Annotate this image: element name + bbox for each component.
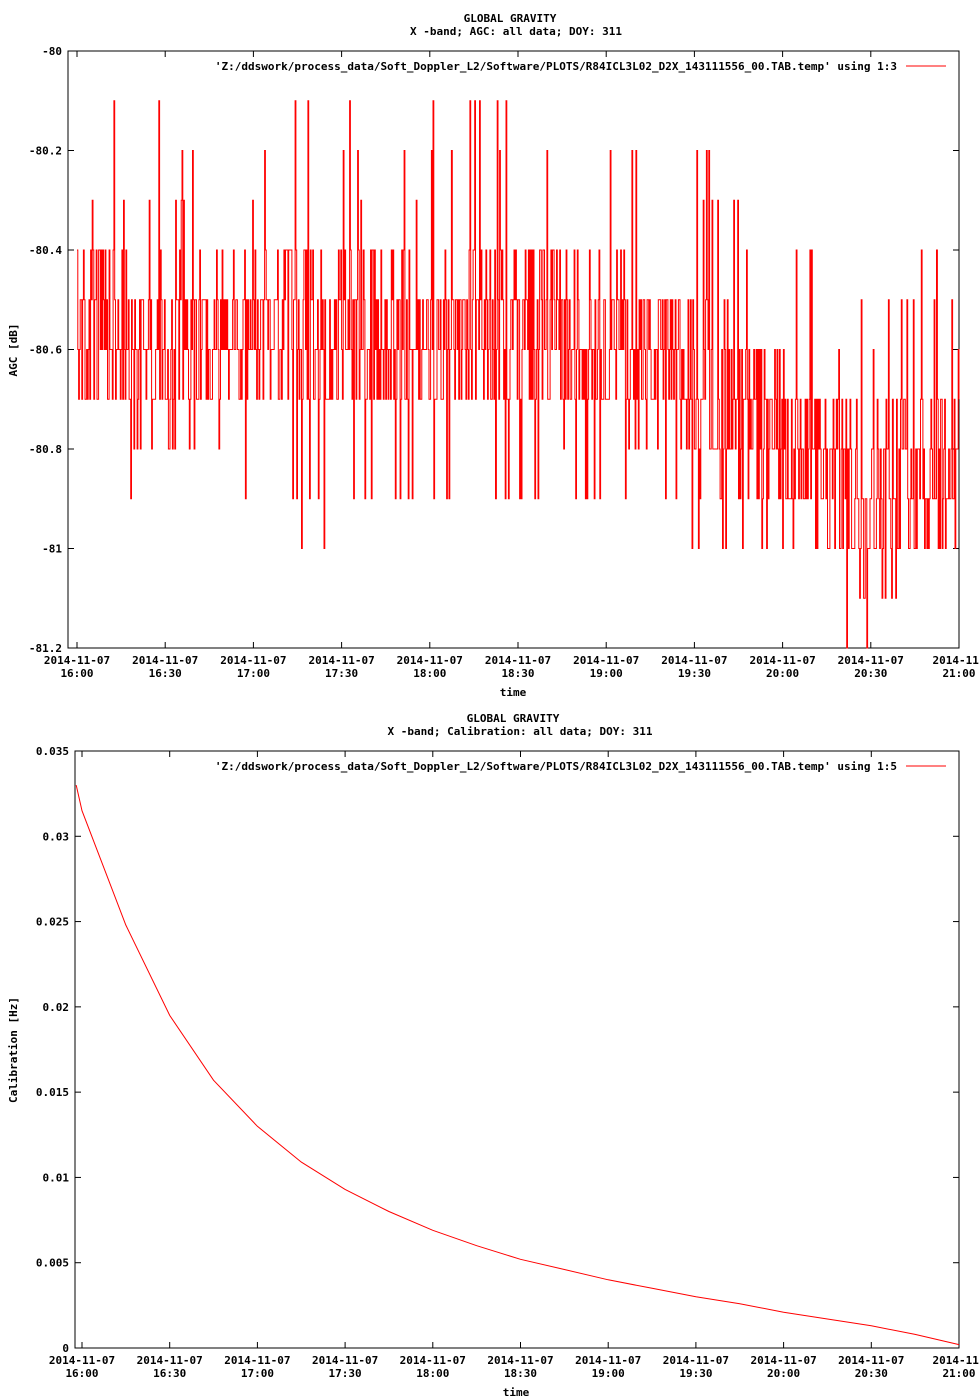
agc-chart: GLOBAL GRAVITY X -band; AGC: all data; D…	[7, 12, 980, 699]
x-tick-date-label: 2014-11-07	[44, 654, 110, 667]
x-tick-date-label: 2014-11-07	[573, 654, 639, 667]
y-tick-label: 0.025	[36, 916, 69, 929]
agc-x-ticks: 2014-11-0716:002014-11-0716:302014-11-07…	[44, 51, 980, 680]
x-tick-date-label: 2014-11-07	[750, 1354, 816, 1367]
y-tick-label: 0.035	[36, 745, 69, 758]
agc-chart-subtitle: X -band; AGC: all data; DOY: 311	[410, 25, 622, 38]
calibration-y-axis-label: Calibration [Hz]	[7, 997, 20, 1103]
agc-y-axis-label: AGC [dB]	[7, 324, 20, 377]
y-tick-label: -81.2	[29, 642, 62, 655]
x-tick-date-label: 2014-11-07	[308, 654, 374, 667]
x-tick-date-label: 2014-11-07	[397, 654, 463, 667]
x-tick-date-label: 2014-11-07	[663, 1354, 729, 1367]
x-tick-time-label: 17:30	[325, 667, 358, 680]
calibration-legend-label: 'Z:/ddswork/process_data/Soft_Doppler_L2…	[215, 760, 897, 773]
calibration-x-ticks: 2014-11-0716:002014-11-0716:302014-11-07…	[49, 751, 980, 1380]
x-tick-time-label: 18:00	[413, 667, 446, 680]
x-tick-time-label: 19:00	[592, 1367, 625, 1380]
y-tick-label: 0.02	[43, 1001, 70, 1014]
x-tick-date-label: 2014-11-07	[838, 654, 904, 667]
agc-chart-title: GLOBAL GRAVITY	[464, 12, 557, 25]
x-tick-date-label: 2014-11-	[933, 654, 980, 667]
x-tick-time-label: 19:30	[679, 1367, 712, 1380]
x-tick-time-label: 19:00	[590, 667, 623, 680]
x-tick-time-label: 16:00	[60, 667, 93, 680]
x-tick-time-label: 18:30	[504, 1367, 537, 1380]
x-tick-time-label: 18:00	[416, 1367, 449, 1380]
agc-series-line	[77, 100, 960, 649]
x-tick-date-label: 2014-11-07	[400, 1354, 466, 1367]
x-tick-date-label: 2014-11-07	[749, 654, 815, 667]
x-tick-date-label: 2014-11-07	[485, 654, 551, 667]
y-tick-label: -80.6	[29, 344, 62, 357]
x-tick-date-label: 2014-11-07	[838, 1354, 904, 1367]
x-tick-time-label: 19:30	[678, 667, 711, 680]
x-tick-time-label: 20:00	[767, 1367, 800, 1380]
x-tick-date-label: 2014-11-07	[575, 1354, 641, 1367]
calibration-y-ticks: 0.035 0.03 0.025 0.02 0.015 0.01 0.005 0	[36, 745, 959, 1355]
x-tick-time-label: 17:30	[329, 1367, 362, 1380]
y-tick-label: 0.005	[36, 1257, 69, 1270]
x-tick-date-label: 2014-11-07	[220, 654, 286, 667]
x-tick-time-label: 16:30	[153, 1367, 186, 1380]
x-tick-time-label: 21:00	[942, 1367, 975, 1380]
y-tick-label: -80.8	[29, 443, 62, 456]
calibration-chart-subtitle: X -band; Calibration: all data; DOY: 311	[388, 725, 653, 738]
x-tick-time-label: 16:00	[65, 1367, 98, 1380]
calibration-chart: GLOBAL GRAVITY X -band; Calibration: all…	[7, 712, 980, 1399]
agc-y-ticks: -80 -80.2 -80.4 -80.6 -80.8 -81 -81.2	[29, 45, 959, 655]
x-tick-date-label: 2014-11-07	[137, 1354, 203, 1367]
x-tick-time-label: 20:30	[855, 1367, 888, 1380]
y-tick-label: 0	[62, 1342, 69, 1355]
agc-x-axis-label: time	[500, 686, 527, 699]
y-tick-label: 0.03	[43, 830, 70, 843]
calibration-chart-title: GLOBAL GRAVITY	[467, 712, 560, 725]
y-tick-label: 0.01	[43, 1171, 70, 1184]
x-tick-time-label: 21:00	[942, 667, 975, 680]
y-tick-label: 0.015	[36, 1086, 69, 1099]
x-tick-time-label: 17:00	[237, 667, 270, 680]
x-tick-date-label: 2014-11-07	[49, 1354, 115, 1367]
y-tick-label: -80.4	[29, 244, 62, 257]
y-tick-label: -81	[42, 543, 62, 556]
x-tick-date-label: 2014-11-07	[312, 1354, 378, 1367]
calibration-x-axis-label: time	[503, 1386, 530, 1399]
x-tick-time-label: 20:00	[766, 667, 799, 680]
x-tick-time-label: 16:30	[149, 667, 182, 680]
x-tick-time-label: 17:00	[241, 1367, 274, 1380]
calibration-series-line	[75, 784, 960, 1346]
x-tick-date-label: 2014-11-07	[487, 1354, 553, 1367]
calibration-plot-frame	[74, 750, 960, 1349]
x-tick-date-label: 2014-11-07	[132, 654, 198, 667]
y-tick-label: -80	[42, 45, 62, 58]
x-tick-time-label: 20:30	[854, 667, 887, 680]
x-tick-time-label: 18:30	[501, 667, 534, 680]
agc-legend-label: 'Z:/ddswork/process_data/Soft_Doppler_L2…	[215, 60, 897, 73]
x-tick-date-label: 2014-11-07	[224, 1354, 290, 1367]
y-tick-label: -80.2	[29, 145, 62, 158]
x-tick-date-label: 2014-11-07	[661, 654, 727, 667]
x-tick-date-label: 2014-11-	[933, 1354, 980, 1367]
